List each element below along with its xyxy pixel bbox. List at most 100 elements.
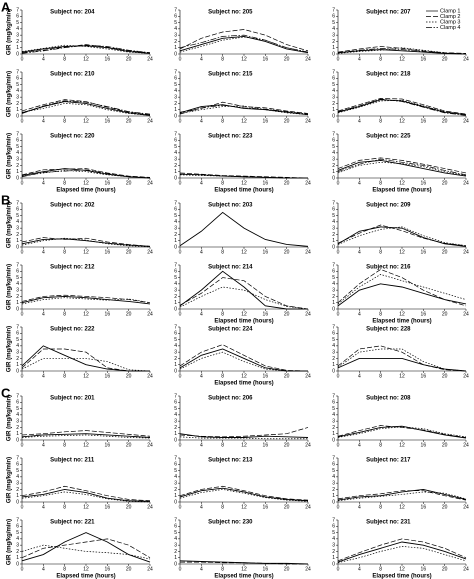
x-tick-label: 24 bbox=[305, 373, 311, 379]
series-line bbox=[337, 357, 467, 372]
x-tick-label: 0 bbox=[179, 311, 182, 317]
y-tick-label: 6 bbox=[16, 76, 19, 82]
series-line bbox=[337, 269, 467, 307]
y-tick-label: 1 bbox=[332, 169, 335, 175]
x-tick-label: 0 bbox=[179, 566, 182, 572]
y-tick-label: 1 bbox=[174, 555, 177, 561]
series-line bbox=[21, 99, 151, 116]
y-tick-label: 3 bbox=[174, 349, 177, 355]
x-tick-label: 20 bbox=[284, 566, 290, 572]
y-axis-label: GIR (mg/kg/min) bbox=[7, 9, 13, 55]
series-line bbox=[337, 425, 467, 439]
x-tick-label: 8 bbox=[379, 118, 382, 124]
series-line bbox=[337, 224, 467, 247]
x-tick-label: 4 bbox=[358, 311, 361, 317]
x-tick-label: 24 bbox=[463, 566, 469, 572]
y-tick-label: 5 bbox=[174, 144, 177, 150]
series-line bbox=[21, 44, 151, 54]
x-tick-label: 0 bbox=[337, 442, 340, 448]
y-tick-label: 7 bbox=[174, 131, 177, 137]
series-line bbox=[337, 274, 467, 305]
x-tick-label: 20 bbox=[442, 504, 448, 510]
y-tick-label: 1 bbox=[332, 45, 335, 51]
x-tick-label: 4 bbox=[200, 180, 203, 186]
x-tick-label: 16 bbox=[105, 373, 111, 379]
x-tick-label: 24 bbox=[305, 442, 311, 448]
panel-title: Subject no: 222 bbox=[50, 327, 95, 333]
y-tick-label: 4 bbox=[332, 88, 335, 94]
x-tick-label: 12 bbox=[399, 249, 405, 255]
y-tick-label: 5 bbox=[16, 468, 19, 474]
x-tick-label: 16 bbox=[263, 373, 269, 379]
x-tick-label: 8 bbox=[221, 180, 224, 186]
y-tick-label: 6 bbox=[16, 524, 19, 530]
y-tick-label: 4 bbox=[16, 88, 19, 94]
panel-title: Subject no: 212 bbox=[50, 265, 95, 271]
y-tick-label: 3 bbox=[174, 156, 177, 162]
y-tick-label: 6 bbox=[16, 14, 19, 20]
series-line bbox=[179, 485, 309, 501]
y-tick-label: 6 bbox=[332, 207, 335, 213]
series-line bbox=[21, 485, 151, 502]
x-tick-label: 0 bbox=[21, 180, 24, 186]
x-tick-label: 12 bbox=[399, 311, 405, 317]
x-axis-label: Elapsed time (hours) bbox=[214, 381, 273, 387]
x-tick-label: 8 bbox=[63, 249, 66, 255]
x-axis-label: Elapsed time (hours) bbox=[56, 188, 115, 194]
y-tick-label: 2 bbox=[332, 294, 335, 300]
y-tick-label: 7 bbox=[332, 455, 335, 461]
y-tick-label: 2 bbox=[16, 163, 19, 169]
x-tick-label: 12 bbox=[83, 373, 89, 379]
series-line bbox=[21, 491, 151, 503]
y-tick-label: 3 bbox=[332, 94, 335, 100]
y-axis-label: GIR (mg/kg/min) bbox=[7, 519, 13, 565]
x-tick-label: 20 bbox=[284, 504, 290, 510]
x-tick-label: 0 bbox=[179, 373, 182, 379]
y-tick-label: 0 bbox=[16, 306, 19, 312]
y-tick-label: 6 bbox=[332, 14, 335, 20]
y-tick-label: 2 bbox=[332, 39, 335, 45]
x-tick-label: 8 bbox=[63, 118, 66, 124]
series-line bbox=[337, 47, 467, 55]
y-tick-label: 0 bbox=[332, 437, 335, 443]
x-tick-label: 0 bbox=[337, 180, 340, 186]
x-tick-label: 20 bbox=[126, 249, 132, 255]
x-tick-label: 8 bbox=[221, 249, 224, 255]
y-tick-label: 7 bbox=[174, 69, 177, 75]
series-line bbox=[337, 99, 467, 116]
y-tick-label: 5 bbox=[332, 82, 335, 88]
x-tick-label: 8 bbox=[221, 504, 224, 510]
series-line bbox=[179, 104, 309, 115]
series-line bbox=[179, 104, 309, 116]
x-tick-label: 24 bbox=[147, 442, 153, 448]
x-tick-label: 4 bbox=[42, 373, 45, 379]
x-tick-label: 0 bbox=[179, 442, 182, 448]
panel-title: Subject no: 216 bbox=[366, 265, 411, 271]
x-tick-label: 8 bbox=[379, 311, 382, 317]
y-tick-label: 0 bbox=[332, 499, 335, 505]
x-tick-label: 16 bbox=[421, 180, 427, 186]
series-line bbox=[21, 532, 151, 563]
y-tick-label: 6 bbox=[332, 138, 335, 144]
x-tick-label: 4 bbox=[42, 566, 45, 572]
x-tick-label: 20 bbox=[442, 311, 448, 317]
y-tick-label: 2 bbox=[332, 356, 335, 362]
y-tick-label: 7 bbox=[174, 517, 177, 523]
series-line bbox=[179, 433, 309, 438]
y-tick-label: 6 bbox=[16, 269, 19, 275]
x-tick-label: 24 bbox=[147, 566, 153, 572]
y-tick-label: 1 bbox=[174, 169, 177, 175]
y-tick-label: 7 bbox=[174, 7, 177, 13]
y-tick-label: 1 bbox=[174, 45, 177, 51]
series-line bbox=[179, 436, 308, 440]
x-tick-label: 4 bbox=[358, 566, 361, 572]
y-tick-label: 0 bbox=[16, 175, 19, 181]
x-tick-label: 16 bbox=[421, 249, 427, 255]
x-tick-label: 12 bbox=[83, 249, 89, 255]
x-tick-label: 24 bbox=[147, 311, 153, 317]
x-tick-label: 12 bbox=[241, 249, 247, 255]
y-tick-label: 4 bbox=[332, 412, 335, 418]
x-tick-label: 20 bbox=[126, 180, 132, 186]
x-tick-label: 12 bbox=[241, 504, 247, 510]
y-tick-label: 2 bbox=[332, 549, 335, 555]
